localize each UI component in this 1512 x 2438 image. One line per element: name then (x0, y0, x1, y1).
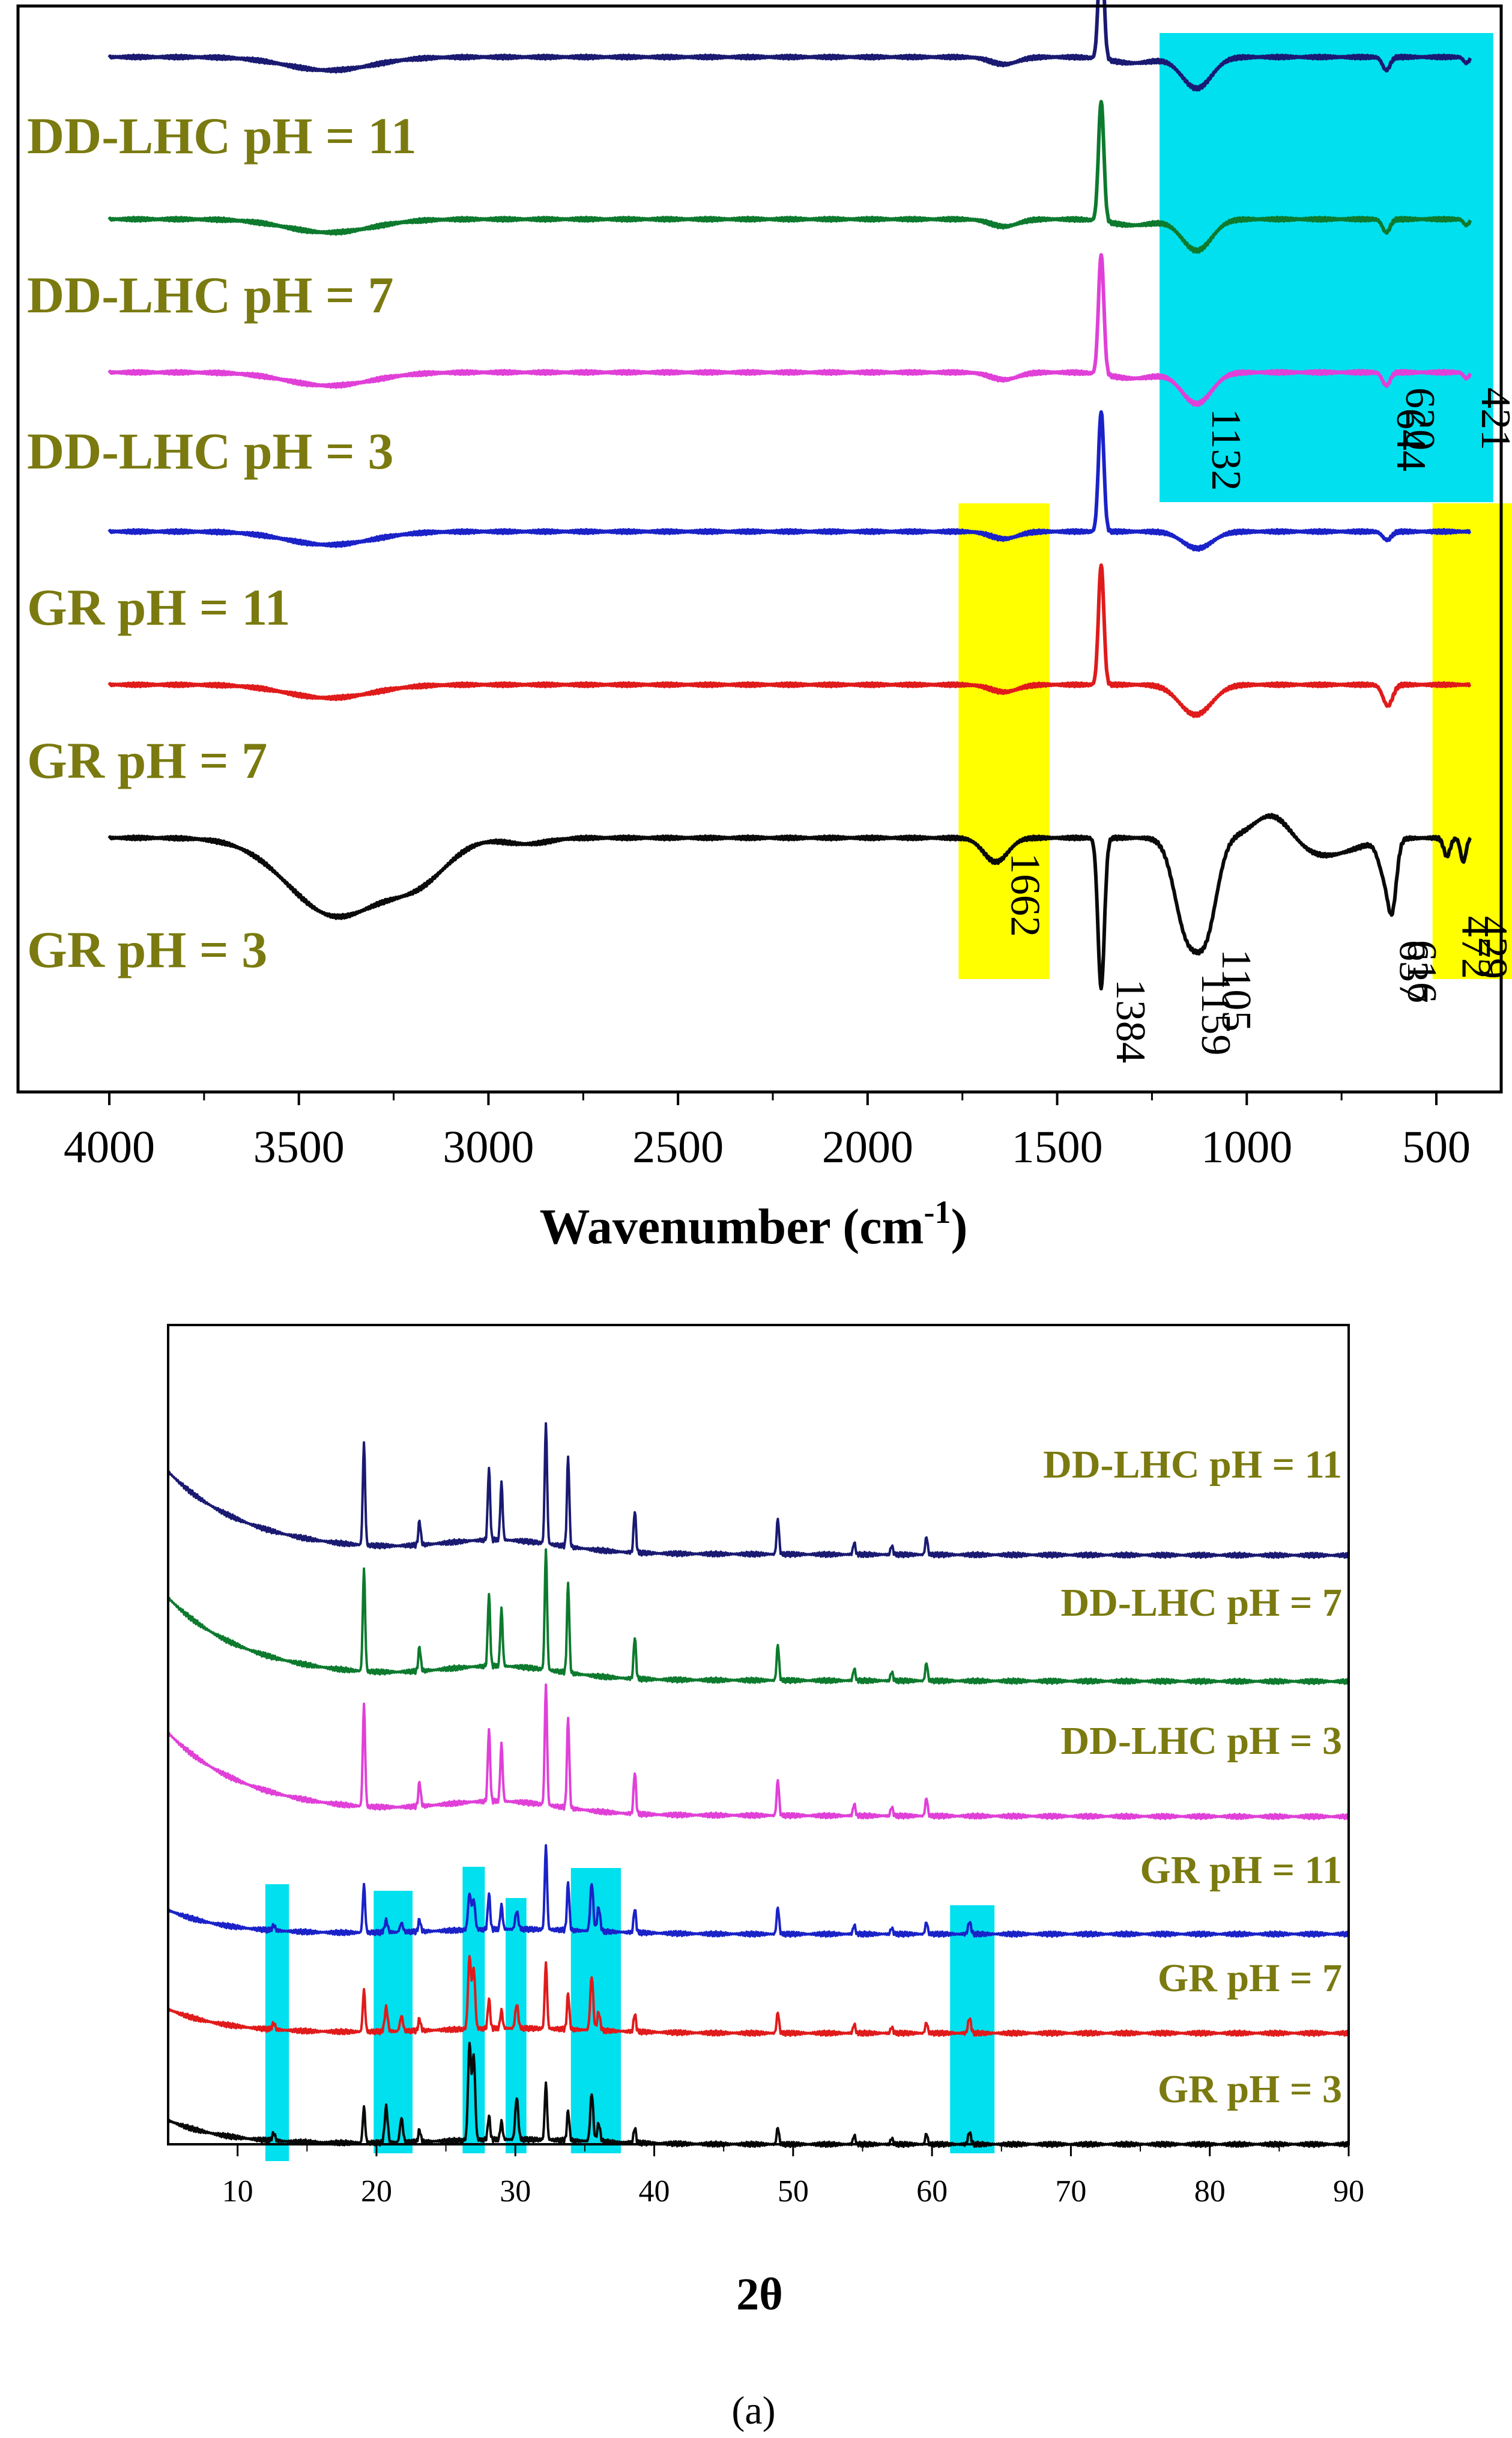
ftir-chart: DD-LHC pH = 11 DD-LHC pH = 7 DD-LHC pH = 3… (16, 0, 1512, 1255)
ftir-x-tick-label: 500 (1402, 1122, 1471, 1172)
ftir-x-tick-label: 2000 (822, 1122, 913, 1172)
ftir-peak-label: 421 (1472, 387, 1512, 450)
xrd-x-axis-ticks: 10 20 30 40 50 60 70 80 90 (222, 2144, 1364, 2209)
ftir-series-label: GR pH = 3 (27, 921, 267, 978)
ftir-highlight-box (1160, 33, 1493, 502)
ftir-series-label: DD-LHC pH = 11 (27, 107, 417, 165)
ftir-highlight-layer (958, 33, 1512, 979)
ftir-series-line-dd-lhc-ph-3 (107, 253, 1472, 407)
xrd-x-tick-label: 20 (361, 2174, 392, 2209)
ftir-peak-label: 429 (1469, 916, 1512, 979)
ftir-peak-label: 1384 (1107, 979, 1154, 1063)
xrd-series-layer (167, 1422, 1350, 2148)
ftir-series-label: DD-LHC pH = 7 (27, 266, 393, 324)
xrd-x-tick-label: 40 (639, 2174, 670, 2209)
xrd-series-line-gr-ph-7 (167, 1955, 1350, 2037)
ftir-series-line-gr-ph-11 (107, 410, 1472, 552)
ftir-peak-label: 1105 (1213, 949, 1259, 1031)
ftir-xlabel-sup: -1 (924, 1194, 951, 1230)
xrd-series-label: GR pH = 11 (1140, 1848, 1342, 1892)
xrd-x-tick-label: 60 (916, 2174, 948, 2209)
figure-caption: (a) (731, 2389, 775, 2433)
ftir-x-tick-label: 3500 (253, 1122, 345, 1172)
ftir-x-axis-label: Wavenumber (cm-1) (539, 1194, 967, 1255)
xrd-highlight-box (265, 1884, 289, 2161)
xrd-series-label: DD-LHC pH = 11 (1043, 1443, 1342, 1487)
ftir-series-labels: DD-LHC pH = 11 DD-LHC pH = 7 DD-LHC pH = 3… (27, 107, 417, 978)
ftir-highlight-box (958, 503, 1050, 979)
xrd-highlight-layer (265, 1867, 995, 2161)
ftir-peak-label: 620 (1397, 387, 1443, 450)
xrd-highlight-box (570, 1868, 621, 2153)
xrd-series-label: GR pH = 7 (1158, 1956, 1342, 2000)
ftir-peak-label: 1662 (1002, 853, 1048, 937)
xrd-x-tick-label: 90 (1333, 2174, 1364, 2209)
ftir-series-line-dd-lhc-ph-7 (107, 100, 1472, 254)
ftir-peak-label: 616 (1399, 940, 1445, 1003)
ftir-series-line-gr-ph-7 (107, 563, 1472, 718)
ftir-series-line-dd-lhc-ph-11 (107, 0, 1472, 92)
xrd-series-label: GR pH = 3 (1158, 2067, 1342, 2111)
ftir-x-axis-ticks: 4000 3500 3000 2500 2000 1500 1000 500 (64, 1092, 1471, 1172)
xrd-series-line-dd-lhc-ph-11 (167, 1422, 1350, 1559)
xrd-plot-frame (167, 1324, 1350, 2145)
xrd-x-tick-label: 80 (1194, 2174, 1226, 2209)
ftir-plot-frame (16, 4, 1503, 1094)
ftir-xlabel-tail: ) (951, 1199, 968, 1255)
xrd-x-tick-label: 50 (778, 2174, 809, 2209)
xrd-series-line-gr-ph-11 (167, 1844, 1350, 1938)
ftir-series-label: GR pH = 11 (27, 578, 290, 636)
xrd-series-line-dd-lhc-ph-7 (167, 1548, 1350, 1685)
xrd-series-labels: DD-LHC pH = 11 DD-LHC pH = 7 DD-LHC pH = 3… (1043, 1443, 1342, 2111)
ftir-series-label: GR pH = 7 (27, 732, 267, 789)
ftir-x-tick-label: 1500 (1012, 1122, 1103, 1172)
xrd-x-axis-label: 2θ (736, 2269, 783, 2320)
ftir-series-line-gr-ph-3 (107, 813, 1472, 990)
xrd-series-label: DD-LHC pH = 3 (1061, 1719, 1342, 1763)
xrd-x-tick-label: 70 (1055, 2174, 1086, 2209)
ftir-peak-label: 637 (1390, 940, 1436, 1003)
ftir-peak-label: 472 (1453, 916, 1499, 979)
xrd-x-tick-label: 10 (222, 2174, 253, 2209)
xrd-series-line-dd-lhc-ph-3 (167, 1683, 1350, 1821)
ftir-peak-label: 1132 (1203, 408, 1249, 491)
ftir-x-tick-label: 4000 (64, 1122, 155, 1172)
ftir-peak-label: 1159 (1193, 973, 1239, 1055)
ftir-highlight-box (1432, 503, 1512, 979)
ftir-peak-label: 644 (1388, 408, 1434, 472)
xrd-series-label: DD-LHC pH = 7 (1061, 1581, 1342, 1625)
ftir-xlabel-main: Wavenumber (cm (539, 1199, 924, 1255)
ftir-x-tick-label: 2500 (632, 1122, 724, 1172)
ftir-x-tick-label: 1000 (1201, 1122, 1292, 1172)
ftir-series-label: DD-LHC pH = 3 (27, 422, 393, 480)
xrd-chart: DD-LHC pH = 11 DD-LHC pH = 7 DD-LHC pH = 3… (167, 1324, 1364, 2320)
ftir-x-tick-label: 3000 (443, 1122, 534, 1172)
ftir-series-layer (107, 0, 1472, 990)
xrd-x-tick-label: 30 (500, 2174, 531, 2209)
